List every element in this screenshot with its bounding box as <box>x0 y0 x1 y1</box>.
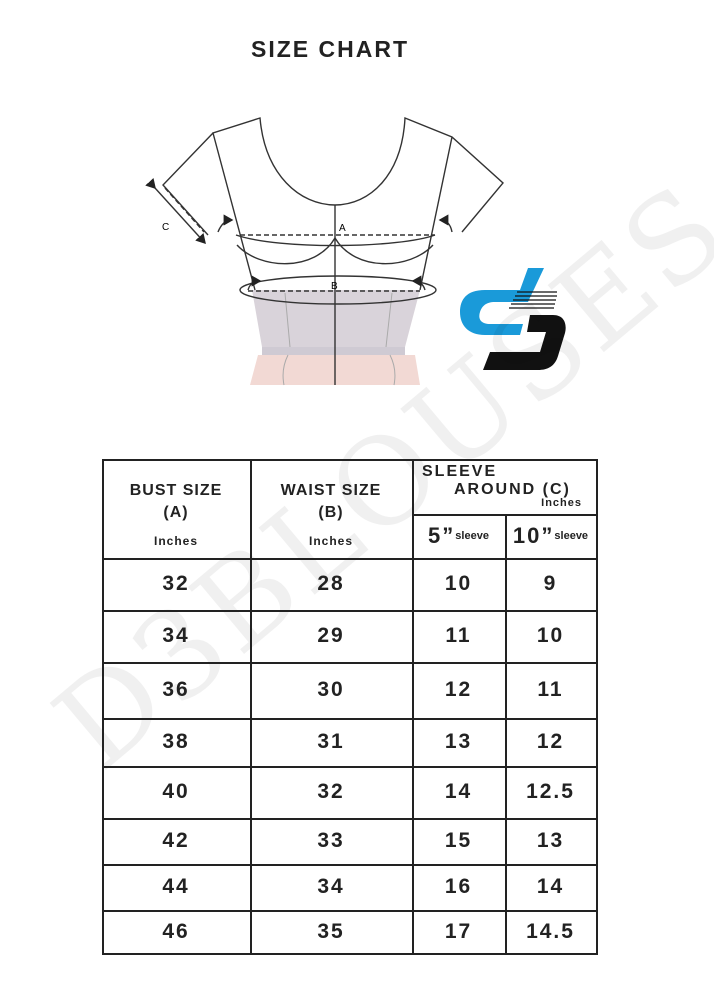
sleeve-length: 10” <box>512 523 555 548</box>
header-sleeve-unit: Inches <box>541 497 582 509</box>
header-bust-code: (A) <box>163 503 189 521</box>
header-sleeve-5: 5” sleeve <box>412 514 505 558</box>
column-divider <box>102 459 104 954</box>
header-waist-label: WAIST SIZE <box>280 481 382 499</box>
row-divider <box>102 766 598 768</box>
table-cell: 32 <box>317 780 345 803</box>
page-title: SIZE CHART <box>251 36 409 62</box>
table-cell: 42 <box>162 829 190 852</box>
sleeve-length: 5” <box>428 523 456 548</box>
table-cell: 13 <box>536 829 565 852</box>
table-cell: 33 <box>317 829 345 852</box>
brand-logo <box>460 268 566 370</box>
table-cell: 10 <box>444 572 473 595</box>
row-divider <box>102 718 598 720</box>
label-a: A <box>339 223 346 234</box>
header-sleeve: SLEEVE AROUND (C) Inches <box>412 459 596 514</box>
table-cell: 31 <box>317 730 345 753</box>
blouse-outline <box>212 116 504 291</box>
table-cell: 35 <box>317 919 345 943</box>
column-divider <box>412 459 414 954</box>
header-waist-unit: Inches <box>308 533 353 548</box>
table-cell: 28 <box>317 572 345 595</box>
table-cell: 14 <box>536 875 565 898</box>
table-cell: 46 <box>162 919 190 943</box>
table-cell: 30 <box>317 678 345 701</box>
column-divider <box>596 459 598 954</box>
waistband <box>262 347 405 355</box>
header-waist-code: (B) <box>318 503 344 521</box>
row-divider <box>102 558 598 560</box>
row-divider <box>102 864 598 866</box>
table-border <box>102 459 598 461</box>
column-divider <box>505 514 507 953</box>
table-cell: 44 <box>162 875 190 898</box>
row-divider <box>102 953 598 955</box>
waist-shaded <box>252 290 420 347</box>
sleeve-label: sleeve <box>455 530 489 542</box>
table-cell: 16 <box>444 875 473 898</box>
table-cell: 12 <box>444 678 473 701</box>
table-cell: 12 <box>536 730 565 753</box>
table-cell: 14 <box>444 780 473 803</box>
table-cell: 10 <box>536 624 565 647</box>
table-cell: 13 <box>444 730 473 753</box>
row-divider <box>102 662 598 664</box>
table-cell: 15 <box>444 829 473 852</box>
table-cell: 36 <box>162 678 190 701</box>
table-cell: 29 <box>317 624 345 647</box>
table-cell: 11 <box>537 678 564 701</box>
table-cell: 12.5 <box>526 780 575 803</box>
label-c: C <box>162 222 169 233</box>
table-cell: 38 <box>162 730 190 753</box>
row-divider <box>412 514 596 516</box>
table-cell: 9 <box>543 572 558 595</box>
table-cell: 34 <box>162 624 190 647</box>
table-cell: 14.5 <box>526 919 575 943</box>
waist-measure <box>239 275 437 305</box>
column-divider <box>250 459 252 954</box>
header-bust-unit: Inches <box>153 533 198 548</box>
row-divider <box>102 910 598 912</box>
header-waist: WAIST SIZE (B) Inches <box>250 473 412 558</box>
table-cell: 17 <box>444 919 473 943</box>
header-bust-label: BUST SIZE <box>129 481 223 499</box>
sleeve-label: sleeve <box>554 530 589 542</box>
table-cell: 11 <box>445 624 472 647</box>
header-sleeve-line1: SLEEVE <box>422 463 498 480</box>
label-b: B <box>331 281 338 292</box>
header-sleeve-code: (C) <box>536 481 571 498</box>
table-cell: 32 <box>162 572 190 595</box>
header-sleeve-line2: AROUND <box>454 481 537 498</box>
row-divider <box>102 610 598 612</box>
table-cell: 40 <box>162 780 190 803</box>
blouse-diagram: A B C <box>145 116 566 386</box>
header-bust: BUST SIZE (A) Inches <box>102 473 250 558</box>
header-sleeve-10: 10” sleeve <box>505 514 596 558</box>
table-cell: 34 <box>317 875 345 898</box>
row-divider <box>102 818 598 820</box>
